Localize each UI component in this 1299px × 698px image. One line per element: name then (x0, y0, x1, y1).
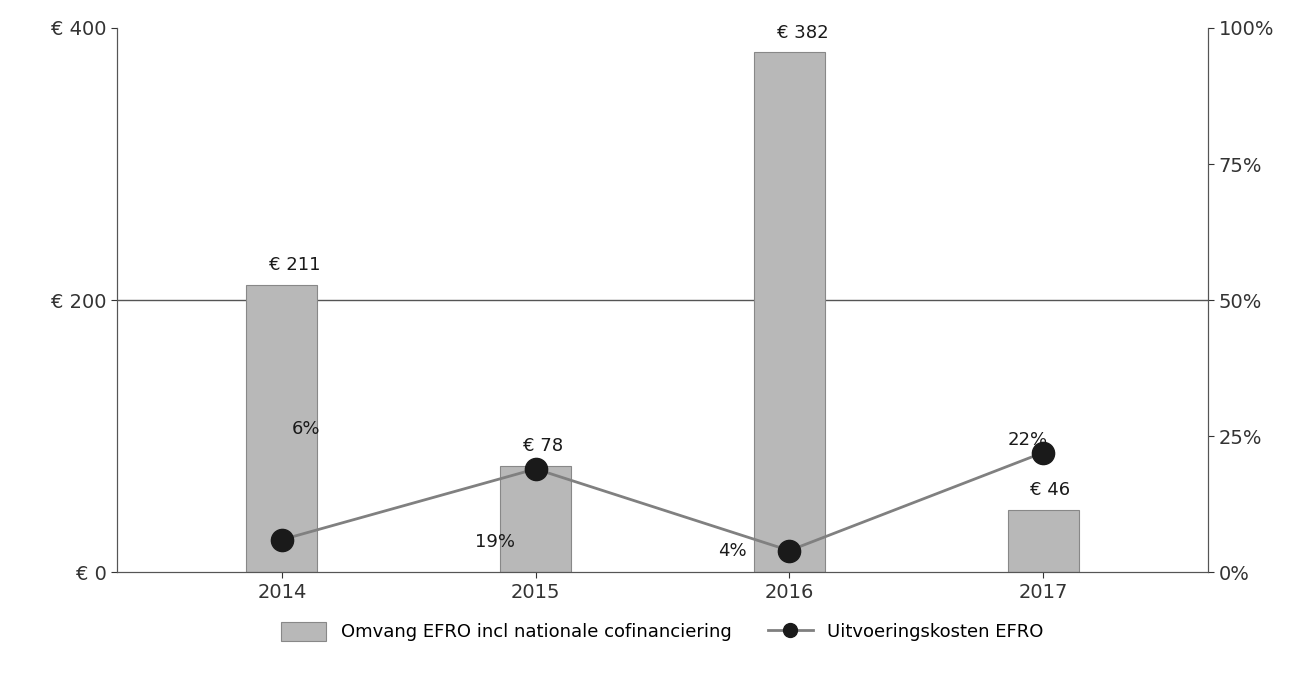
Text: € 78: € 78 (523, 438, 562, 455)
Text: € 211: € 211 (269, 256, 321, 274)
Text: 6%: 6% (292, 420, 321, 438)
Text: 22%: 22% (1008, 431, 1048, 450)
Bar (247, 285, 317, 572)
Bar (753, 52, 825, 572)
Legend: Omvang EFRO incl nationale cofinanciering, Uitvoeringskosten EFRO: Omvang EFRO incl nationale cofinancierin… (273, 613, 1052, 651)
Text: 4%: 4% (718, 542, 747, 560)
Text: 19%: 19% (474, 533, 514, 551)
Text: € 46: € 46 (1030, 481, 1070, 499)
Bar (500, 466, 572, 572)
Bar (1008, 510, 1078, 572)
Text: € 382: € 382 (777, 24, 829, 42)
